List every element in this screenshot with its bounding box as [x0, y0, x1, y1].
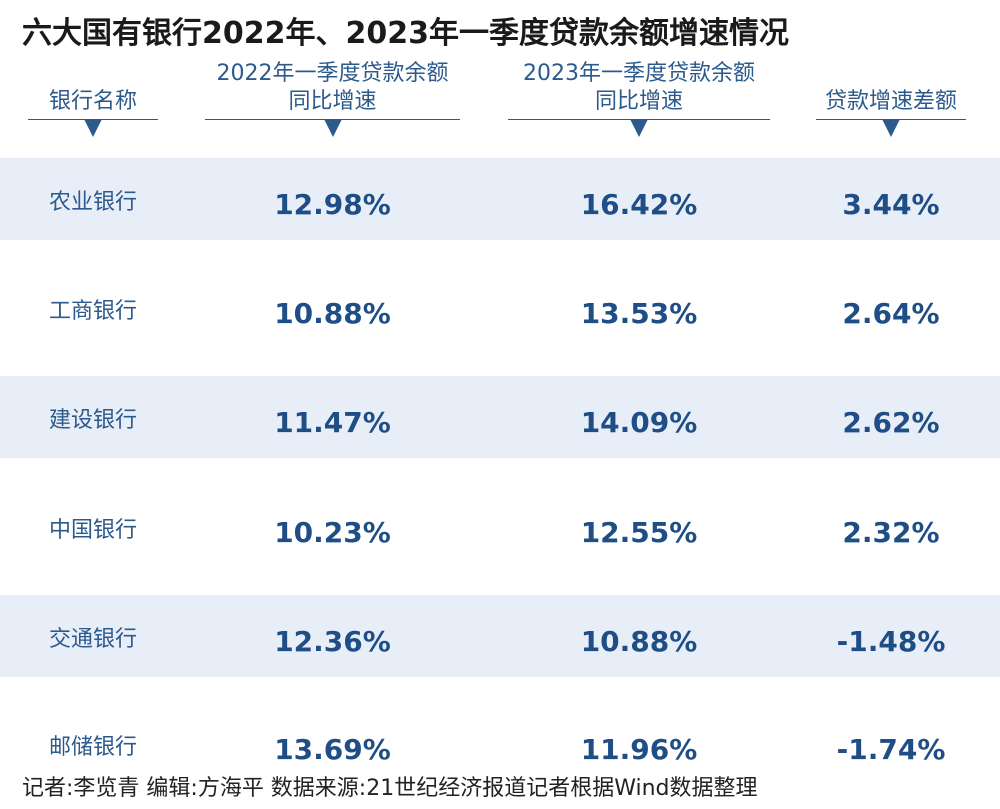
header-line2: 同比增速 — [594, 89, 683, 114]
bank-name: 交通银行 — [48, 627, 137, 652]
growth-2022: 12.36% — [274, 625, 391, 658]
growth-diff: 3.44% — [842, 188, 940, 221]
growth-2022: 10.88% — [274, 297, 391, 330]
table-row: 建设银行 11.47% 14.09% 2.62% — [0, 376, 1000, 458]
header-diff: 贷款增速差额 — [816, 60, 966, 137]
growth-2023: 12.55% — [580, 516, 698, 549]
header-marker — [630, 119, 648, 137]
header-2023: 2023年一季度贷款余额 同比增速 — [508, 60, 770, 137]
header-line2: 贷款增速差额 — [824, 89, 957, 114]
header-2022: 2022年一季度贷款余额 同比增速 — [205, 60, 460, 137]
growth-2023: 13.53% — [580, 297, 698, 330]
growth-2022: 13.69% — [274, 733, 391, 766]
growth-diff: 2.64% — [842, 297, 940, 330]
bank-name: 中国银行 — [48, 518, 137, 543]
table-row: 邮储银行 13.69% 11.96% -1.74% — [0, 703, 1000, 785]
header-marker — [84, 119, 102, 137]
bank-name: 邮储银行 — [48, 735, 137, 760]
growth-2023: 16.42% — [580, 188, 698, 221]
header-line2: 同比增速 — [288, 89, 377, 114]
growth-diff: -1.48% — [836, 625, 946, 658]
header-line1: 2022年一季度贷款余额 — [216, 61, 449, 86]
growth-2022: 10.23% — [274, 516, 391, 549]
header-bank-name: 银行名称 — [28, 60, 158, 137]
header-line2: 银行名称 — [48, 89, 137, 114]
table-row: 农业银行 12.98% 16.42% 3.44% — [0, 158, 1000, 240]
growth-2023: 11.96% — [580, 733, 698, 766]
table-row: 中国银行 10.23% 12.55% 2.32% — [0, 486, 1000, 568]
growth-2022: 11.47% — [274, 406, 391, 439]
table-row: 交通银行 12.36% 10.88% -1.48% — [0, 595, 1000, 677]
bank-name: 农业银行 — [48, 190, 137, 215]
growth-diff: 2.32% — [842, 516, 940, 549]
growth-diff: -1.74% — [836, 733, 946, 766]
growth-2023: 10.88% — [580, 625, 698, 658]
bank-name: 工商银行 — [48, 299, 137, 324]
growth-diff: 2.62% — [842, 406, 940, 439]
table-row: 工商银行 10.88% 13.53% 2.64% — [0, 267, 1000, 349]
growth-2022: 12.98% — [274, 188, 391, 221]
bank-name: 建设银行 — [48, 408, 137, 433]
page-title: 六大国有银行2022年、2023年一季度贷款余额增速情况 — [22, 16, 789, 51]
growth-2023: 14.09% — [580, 406, 698, 439]
header-marker — [323, 119, 342, 137]
header-marker — [882, 119, 900, 137]
source-footer: 记者:李览青 编辑:方海平 数据来源:21世纪经济报道记者根据Wind数据整理 — [22, 776, 758, 801]
header-line1: 2023年一季度贷款余额 — [523, 61, 755, 86]
